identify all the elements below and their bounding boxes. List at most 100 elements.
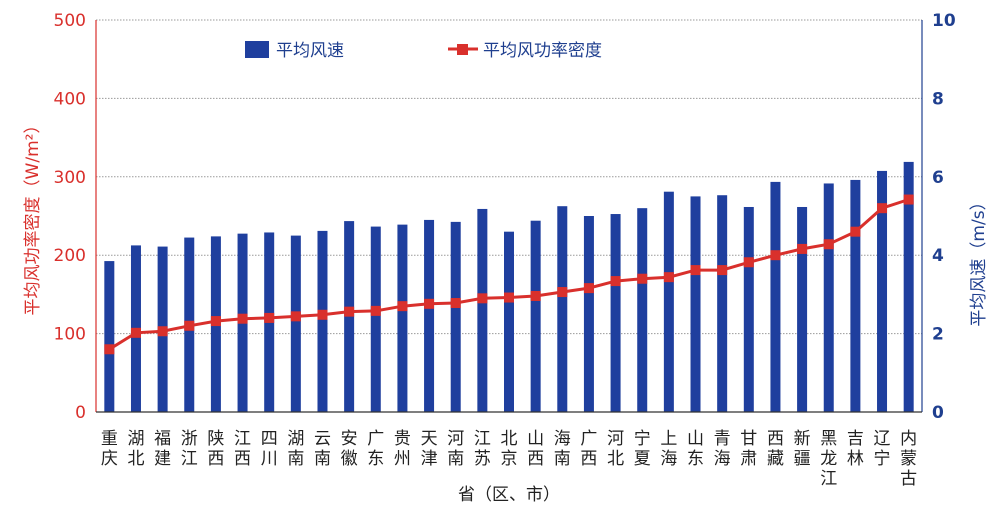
- wind-speed-bar: [850, 179, 861, 412]
- wind-speed-bar: [397, 224, 408, 412]
- power-density-point: [317, 309, 328, 320]
- category-label: 宁夏: [634, 429, 651, 469]
- category-label: 山东: [687, 429, 704, 469]
- category-label: 山西: [527, 429, 544, 469]
- wind-speed-bar: [690, 196, 701, 412]
- category-label: 安徽: [341, 429, 358, 469]
- legend-label-wind-speed: 平均风速: [276, 41, 344, 61]
- power-density-point: [397, 301, 408, 312]
- power-density-point: [797, 243, 808, 254]
- category-label: 海南: [554, 429, 571, 469]
- left-tick-label: 500: [54, 11, 86, 31]
- legend-bar-swatch: [245, 41, 269, 58]
- wind-speed-bar: [610, 214, 621, 412]
- wind-speed-bar: [557, 206, 568, 412]
- category-label: 重庆: [101, 429, 118, 469]
- right-tick-label: 6: [932, 168, 944, 188]
- category-label: 内蒙古: [900, 429, 917, 489]
- category-label: 北京: [501, 429, 518, 469]
- right-axis-title: 平均风速（m/s）: [969, 193, 989, 326]
- wind-speed-bar: [717, 195, 728, 412]
- power-density-point: [663, 272, 674, 283]
- wind-speed-bar: [743, 206, 754, 412]
- power-density-point: [237, 313, 248, 324]
- power-density-point: [504, 292, 514, 303]
- category-label: 陕西: [207, 429, 224, 469]
- category-label: 新疆: [794, 429, 811, 469]
- power-density-point: [850, 226, 861, 237]
- line-series-average-wind-power-density: [104, 194, 914, 355]
- legend-item-wind-speed: 平均风速: [245, 41, 344, 61]
- power-density-point: [717, 265, 728, 276]
- power-density-point: [530, 290, 541, 301]
- category-label: 甘肃: [740, 429, 757, 469]
- category-label: 江苏: [474, 429, 491, 469]
- category-label: 辽宁: [874, 429, 891, 469]
- category-label: 贵州: [394, 429, 411, 469]
- category-label: 云南: [314, 429, 331, 469]
- power-density-point: [903, 194, 914, 205]
- category-label: 浙江: [181, 429, 198, 469]
- wind-speed-bar: [530, 220, 541, 412]
- right-tick-label: 10: [932, 11, 956, 31]
- power-density-point: [557, 287, 568, 298]
- wind-speed-bar: [770, 181, 781, 412]
- category-label: 上海: [660, 429, 677, 469]
- right-tick-label: 0: [932, 403, 944, 423]
- power-density-point: [637, 273, 648, 284]
- category-label: 广西: [580, 429, 597, 469]
- power-density-point: [424, 298, 435, 309]
- category-label: 福建: [154, 429, 171, 469]
- power-density-point: [104, 344, 115, 355]
- left-tick-label: 200: [54, 246, 86, 266]
- left-tick-label: 300: [54, 168, 86, 188]
- wind-speed-bar: [424, 219, 435, 412]
- power-density-point: [770, 250, 781, 261]
- wind-speed-bar: [583, 216, 594, 412]
- wind-speed-bar: [477, 208, 488, 412]
- category-label: 西藏: [767, 429, 784, 469]
- wind-speed-bar: [104, 261, 115, 412]
- wind-speed-bar: [317, 230, 328, 412]
- power-density-point: [743, 257, 754, 268]
- axes: [95, 20, 923, 413]
- category-label: 江西: [234, 429, 251, 469]
- wind-speed-bar: [663, 191, 674, 412]
- category-label: 河北: [607, 429, 624, 469]
- power-density-point: [583, 283, 594, 294]
- left-tick-label: 0: [75, 403, 86, 423]
- category-label: 四川: [261, 429, 278, 469]
- legend-label-power-density: 平均风功率密度: [483, 41, 602, 61]
- wind-speed-bar: [290, 235, 301, 412]
- power-density-point: [690, 265, 701, 276]
- right-tick-label: 2: [932, 325, 944, 345]
- power-density-point: [610, 276, 621, 287]
- power-density-point: [450, 298, 461, 309]
- category-label: 湖南: [287, 429, 304, 469]
- wind-speed-bar: [797, 206, 808, 412]
- right-tick-label: 8: [932, 89, 944, 109]
- power-density-point: [877, 203, 888, 214]
- power-density-point: [210, 316, 221, 327]
- left-tick-label: 400: [54, 89, 86, 109]
- power-density-point: [290, 311, 301, 322]
- power-density-point: [184, 320, 195, 331]
- wind-speed-bar: [370, 226, 381, 412]
- wind-speed-bar: [637, 208, 648, 412]
- x-axis-title: 省（区、市）: [458, 485, 560, 505]
- wind-speed-bar: [504, 231, 514, 412]
- category-label: 黑龙江: [820, 429, 837, 489]
- power-density-point: [344, 306, 355, 317]
- power-density-point: [264, 312, 275, 323]
- power-density-point: [477, 293, 488, 304]
- category-label: 吉林: [847, 429, 864, 469]
- category-label: 广东: [367, 429, 384, 469]
- gridlines: [96, 19, 922, 335]
- category-label: 青海: [714, 429, 731, 469]
- category-label: 湖北: [127, 429, 144, 469]
- left-tick-label: 100: [54, 325, 86, 345]
- power-density-point: [130, 327, 141, 338]
- power-density-point: [823, 239, 834, 250]
- legend: 平均风速 平均风功率密度: [245, 41, 602, 61]
